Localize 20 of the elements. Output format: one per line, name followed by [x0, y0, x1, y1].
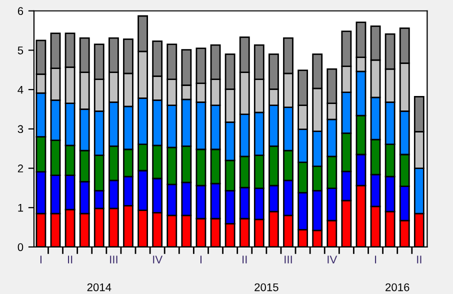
x-tick-label: II	[417, 256, 422, 264]
text: 2015	[254, 283, 278, 292]
text: 2014	[87, 283, 112, 292]
y-tick-label: 3	[18, 125, 24, 134]
x-tick-label: I	[40, 256, 42, 264]
y-tick-label: 2	[18, 164, 23, 172]
x-tick-label: I	[375, 256, 376, 264]
y-tick-label: 4	[18, 86, 24, 94]
text: 2016	[386, 283, 410, 292]
x-tick-label: I	[200, 256, 202, 264]
y-tick-label: 5	[18, 46, 24, 54]
x-tick-label: III	[110, 256, 118, 264]
y-tick-label: 0	[18, 243, 24, 252]
x-tick-label: IV	[153, 256, 163, 264]
x-tick-label: II	[68, 256, 72, 264]
x-tick-label: II	[242, 256, 247, 264]
x-tick-label: III	[284, 256, 292, 264]
x-tick-label: IV	[328, 256, 338, 264]
y-tick-label: 1	[18, 204, 24, 212]
y-tick-label: 6	[18, 7, 24, 16]
